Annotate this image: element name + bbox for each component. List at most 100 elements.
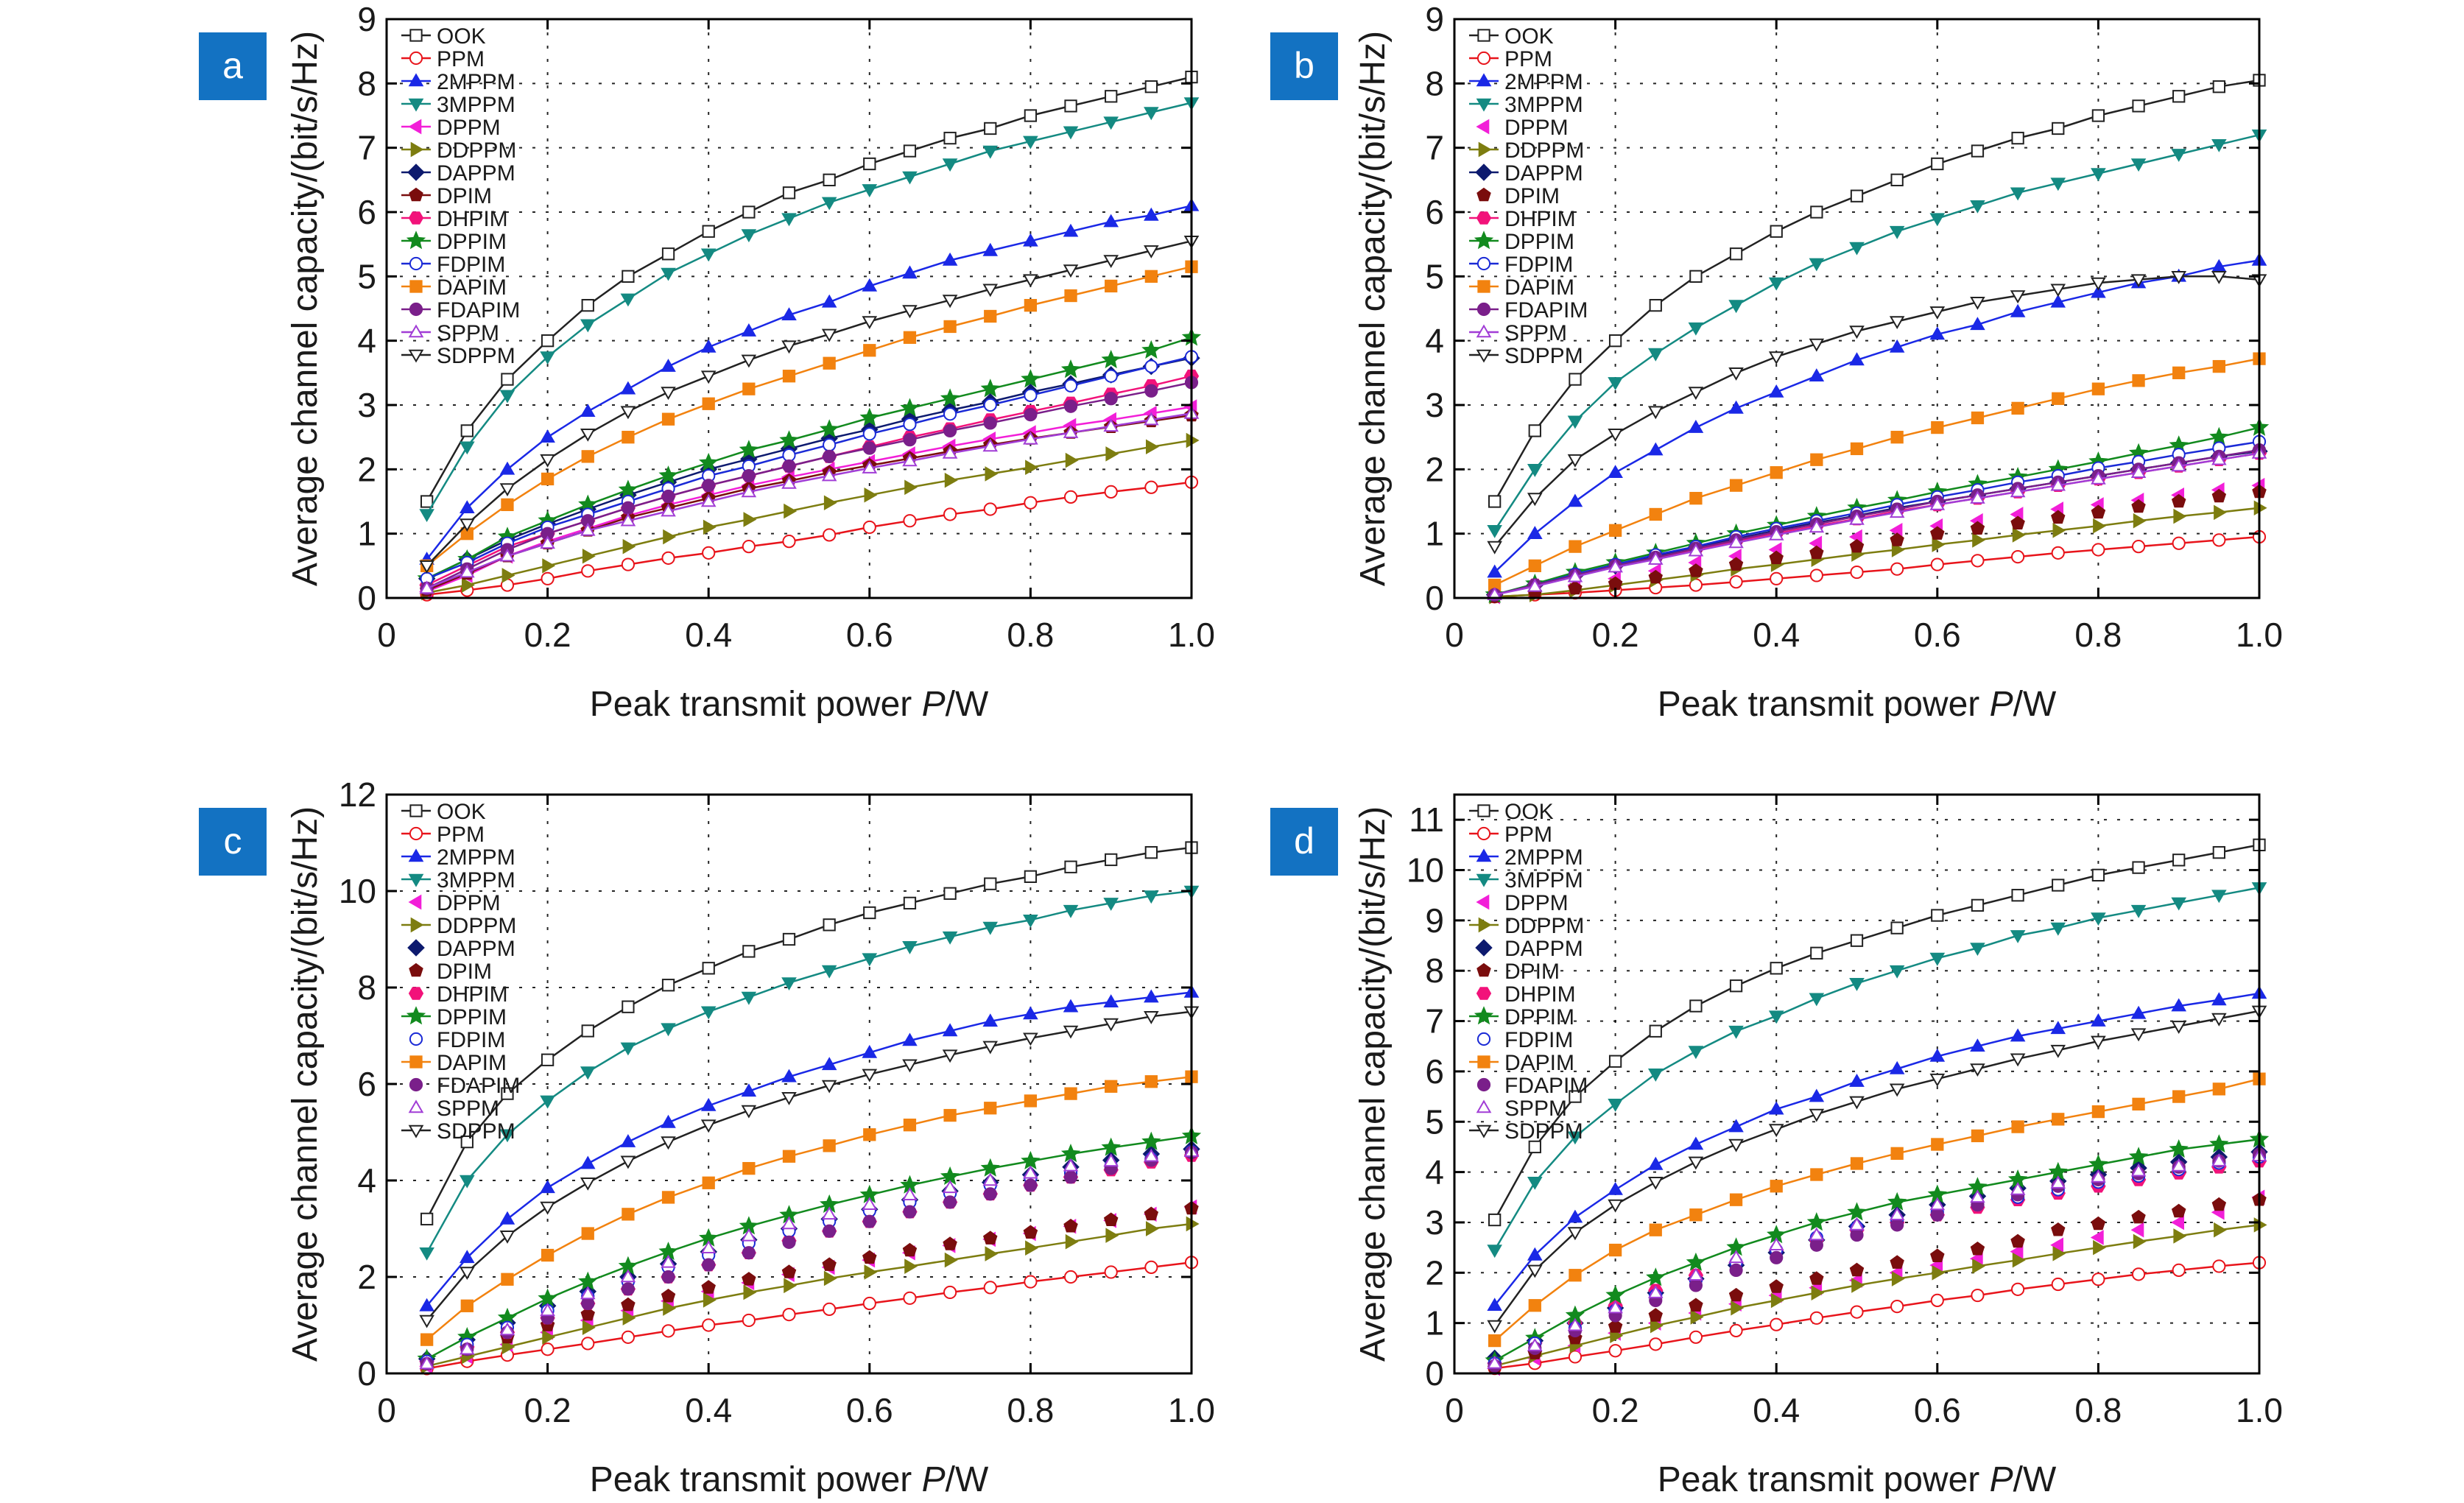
plot-frame (385, 18, 1193, 599)
data-point (942, 1180, 958, 1194)
data-point (1144, 270, 1158, 283)
data-point (1970, 317, 1985, 331)
data-point (1729, 1193, 1743, 1206)
legend-marker (1476, 187, 1491, 202)
data-point (1728, 557, 1744, 571)
data-point (2091, 284, 2106, 298)
data-point (821, 468, 837, 482)
legend-marker (1476, 51, 1491, 66)
data-point (2128, 1147, 2149, 1166)
data-point (902, 265, 918, 279)
data-point (1729, 979, 1743, 993)
legend-label: DAPIM (437, 1051, 507, 1075)
panel-d: d OOKPPM2MPPM3MPPMDPPMDDPPMDAPPMDPIMDHPIM… (1270, 793, 2283, 1499)
legend-label: FDAPIM (437, 1074, 520, 1098)
data-point (741, 1105, 757, 1119)
data-point (821, 1206, 837, 1220)
legend-label: DHPIM (1504, 207, 1576, 231)
x-tick-label: 0.8 (2074, 616, 2122, 654)
data-point (459, 1250, 475, 1264)
y-axis-title: Average channel capacity/(bit/s/Hz) (286, 806, 325, 1362)
data-point (1971, 898, 1985, 912)
data-point (985, 466, 999, 482)
data-point (1769, 550, 1784, 565)
data-point (781, 1216, 797, 1230)
data-point (621, 1330, 636, 1344)
data-point (1569, 540, 1582, 553)
data-point (2091, 543, 2105, 557)
data-point (2131, 540, 2146, 554)
data-point (1103, 1212, 1119, 1226)
series-3mppm: 3MPPM (401, 93, 1200, 522)
data-point (982, 1172, 999, 1186)
y-tick-label: 4 (1425, 322, 1444, 360)
data-point (1930, 526, 1945, 540)
data-point (2050, 294, 2066, 308)
series-line (1493, 259, 2260, 574)
data-point (1023, 915, 1038, 928)
x-axis-title-text: Peak transmit power (1658, 685, 1990, 724)
x-tick-label: 0.4 (1753, 1391, 1800, 1429)
data-point (2131, 1209, 2146, 1224)
data-point (1487, 1298, 1502, 1311)
data-point (581, 298, 594, 312)
data-point (743, 1284, 757, 1300)
legend-label: SPPM (437, 1097, 499, 1121)
y-tick-label: 5 (1425, 257, 1444, 295)
data-point (742, 1161, 756, 1175)
data-point (1931, 420, 1944, 434)
data-point (1568, 1350, 1583, 1364)
legend-marker (409, 302, 423, 317)
legend-label: DAPIM (437, 275, 507, 300)
legend-label: FDAPIM (437, 298, 520, 323)
data-point (501, 1087, 514, 1100)
x-tick-label: 0.2 (1592, 1391, 1639, 1429)
data-point (983, 416, 997, 430)
data-point (1527, 493, 1543, 507)
data-point (1970, 200, 1985, 214)
data-point (1650, 1317, 1664, 1334)
data-point (541, 1053, 555, 1066)
legend-label: DPIM (1504, 184, 1560, 208)
data-point (2050, 1175, 2066, 1189)
data-point (2173, 1228, 2187, 1244)
series-line (1493, 275, 2260, 547)
data-point (1809, 1271, 1824, 1285)
data-point (1728, 1138, 1744, 1152)
data-point (2052, 122, 2065, 135)
data-point (1972, 532, 1985, 548)
data-point (823, 1224, 837, 1238)
data-point (1024, 870, 1038, 883)
data-point (700, 1006, 717, 1020)
data-point (501, 373, 514, 386)
data-point (661, 359, 676, 372)
legend-label: DPPIM (1504, 230, 1574, 254)
data-point (1809, 519, 1825, 533)
data-point (499, 1129, 515, 1143)
data-point (2212, 1259, 2226, 1273)
data-point (1689, 491, 1703, 505)
data-point (821, 197, 837, 211)
data-point (980, 379, 1000, 398)
data-point (1023, 1032, 1038, 1046)
data-point (980, 1158, 1000, 1177)
legend-marker (409, 1032, 423, 1046)
legend-label: FDPIM (1504, 253, 1573, 277)
data-point (1648, 1308, 1663, 1322)
data-point (1144, 480, 1158, 494)
data-point (2010, 1028, 2026, 1042)
data-point (1144, 107, 1159, 121)
data-point (944, 472, 958, 488)
data-point (1728, 535, 1744, 549)
panel-tag-label: a (222, 45, 243, 86)
data-point (942, 295, 958, 309)
data-point (1487, 1320, 1502, 1334)
data-point (903, 331, 917, 344)
legend-marker (1475, 939, 1493, 957)
y-tick-label: 3 (1425, 1203, 1444, 1242)
data-point (2212, 533, 2226, 547)
x-axis-title: Peak transmit power P/W (1658, 1460, 2057, 1499)
data-point (902, 1242, 918, 1257)
y-tick-label: 0 (357, 579, 376, 617)
